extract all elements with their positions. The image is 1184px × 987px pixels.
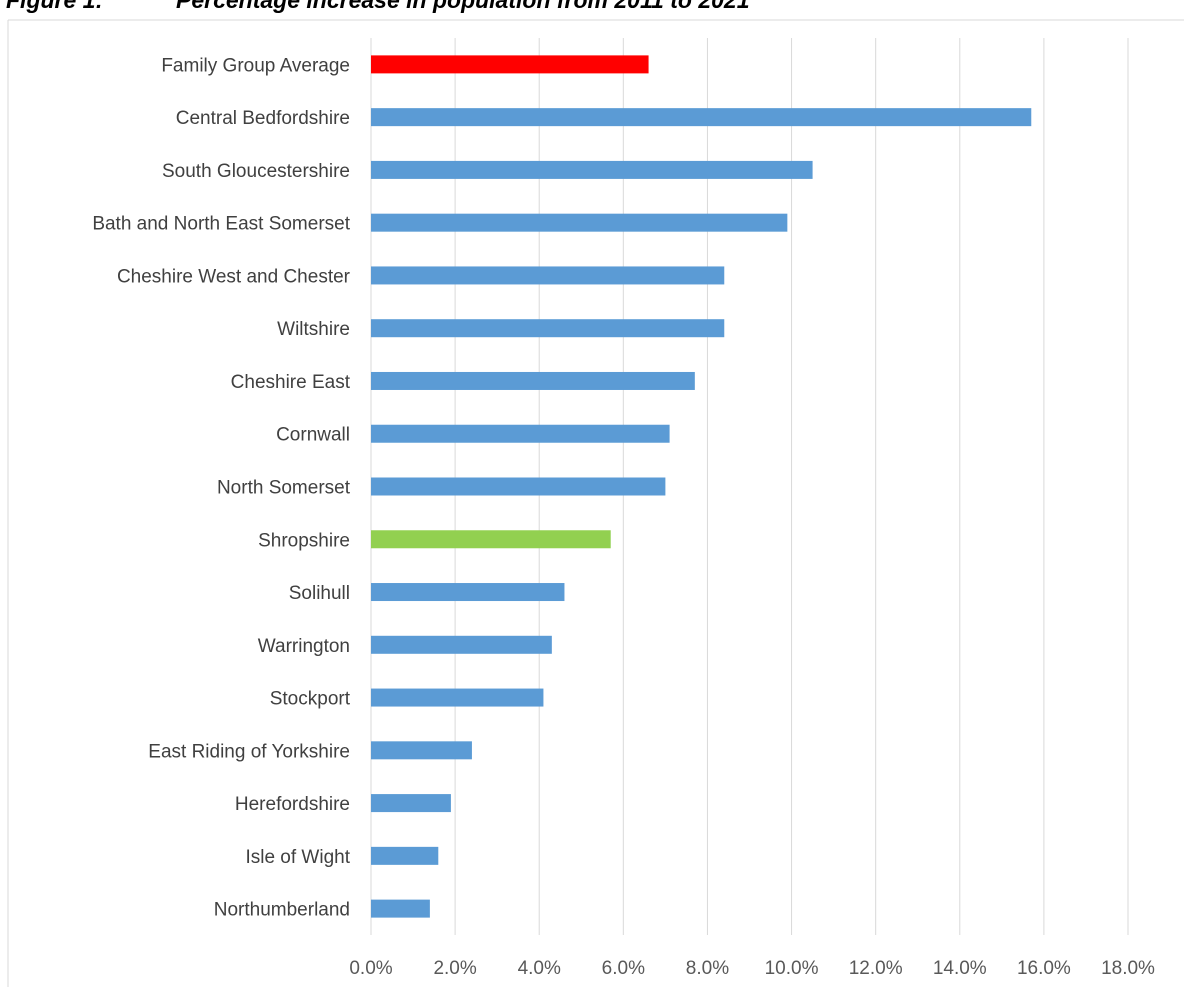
y-tick-label: Cornwall: [276, 425, 350, 446]
y-tick-label: Isle of Wight: [245, 847, 350, 868]
chart-title: Figure 1:: [6, 0, 103, 13]
y-tick-label: South Gloucestershire: [162, 161, 350, 182]
y-tick-label: East Riding of Yorkshire: [148, 741, 350, 762]
y-tick-label: North Somerset: [217, 478, 351, 499]
y-tick-label: Solihull: [289, 583, 350, 604]
bar: [371, 160, 813, 179]
bar: [371, 530, 611, 549]
x-tick-label: 16.0%: [1017, 958, 1071, 979]
bar: [371, 846, 439, 865]
chart-subtitle: Percentage increase in population from 2…: [176, 0, 750, 13]
x-tick-label: 8.0%: [686, 958, 729, 979]
bar: [371, 899, 430, 918]
y-tick-label: Herefordshire: [235, 794, 350, 815]
y-tick-label: Northumberland: [214, 900, 350, 921]
bar: [371, 741, 472, 760]
y-tick-label: Central Bedfordshire: [176, 108, 350, 129]
x-tick-label: 4.0%: [518, 958, 561, 979]
bar: [371, 688, 544, 707]
y-tick-label: Family Group Average: [161, 55, 350, 76]
x-tick-label: 14.0%: [933, 958, 987, 979]
y-tick-label: Shropshire: [258, 530, 350, 551]
bar: [371, 55, 649, 74]
bar: [371, 583, 565, 602]
bar: [371, 635, 552, 654]
bar: [371, 477, 666, 496]
bar: [371, 424, 670, 443]
x-tick-label: 0.0%: [349, 958, 392, 979]
bar: [371, 794, 451, 813]
y-tick-label: Stockport: [270, 689, 351, 710]
y-tick-label: Bath and North East Somerset: [92, 214, 350, 235]
x-tick-label: 18.0%: [1101, 958, 1155, 979]
x-tick-label: 6.0%: [602, 958, 645, 979]
x-tick-label: 12.0%: [849, 958, 903, 979]
bar: [371, 371, 695, 390]
bar: [371, 319, 725, 338]
bar: [371, 266, 725, 285]
y-tick-label: Wiltshire: [277, 319, 350, 340]
y-tick-label: Cheshire West and Chester: [117, 266, 351, 287]
x-tick-label: 10.0%: [765, 958, 819, 979]
x-tick-label: 2.0%: [433, 958, 476, 979]
bar: [371, 108, 1032, 127]
y-tick-label: Cheshire East: [231, 372, 351, 393]
bar: [371, 213, 788, 232]
y-tick-label: Warrington: [258, 636, 350, 657]
